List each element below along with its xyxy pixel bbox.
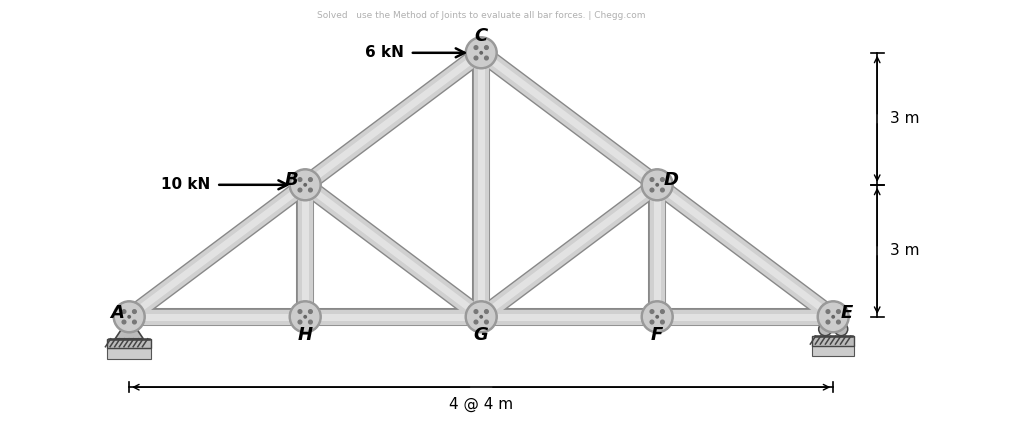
Circle shape bbox=[122, 320, 126, 324]
Circle shape bbox=[656, 315, 658, 318]
Circle shape bbox=[484, 310, 488, 313]
Bar bbox=[108, 339, 152, 348]
Circle shape bbox=[298, 310, 302, 313]
Circle shape bbox=[826, 310, 829, 313]
Text: A: A bbox=[110, 304, 124, 322]
Text: 10 kN: 10 kN bbox=[162, 177, 211, 192]
Circle shape bbox=[650, 310, 653, 313]
Text: B: B bbox=[285, 171, 298, 188]
Circle shape bbox=[474, 320, 478, 324]
Circle shape bbox=[468, 39, 495, 66]
Circle shape bbox=[132, 310, 136, 313]
Circle shape bbox=[660, 320, 665, 324]
Circle shape bbox=[656, 183, 658, 186]
Circle shape bbox=[468, 303, 495, 330]
Bar bbox=[812, 336, 854, 346]
Circle shape bbox=[831, 315, 835, 318]
Text: 3 m: 3 m bbox=[890, 111, 919, 126]
Circle shape bbox=[116, 303, 142, 330]
Circle shape bbox=[650, 188, 653, 192]
Circle shape bbox=[480, 315, 482, 318]
Circle shape bbox=[641, 301, 673, 333]
Circle shape bbox=[132, 320, 136, 324]
Text: 3 m: 3 m bbox=[890, 243, 919, 258]
Circle shape bbox=[298, 320, 302, 324]
Circle shape bbox=[128, 315, 130, 318]
Circle shape bbox=[474, 56, 478, 60]
Text: 6 kN: 6 kN bbox=[366, 45, 404, 60]
Text: D: D bbox=[664, 171, 679, 188]
Circle shape bbox=[837, 320, 841, 324]
Circle shape bbox=[480, 51, 482, 54]
Circle shape bbox=[308, 178, 312, 181]
Circle shape bbox=[292, 171, 318, 198]
Circle shape bbox=[308, 320, 312, 324]
Circle shape bbox=[826, 320, 829, 324]
Circle shape bbox=[641, 169, 673, 201]
Polygon shape bbox=[115, 318, 143, 339]
Text: H: H bbox=[298, 326, 312, 344]
Circle shape bbox=[304, 315, 306, 318]
Circle shape bbox=[484, 56, 488, 60]
Bar bbox=[108, 348, 152, 359]
Circle shape bbox=[650, 178, 653, 181]
Text: Solved   use the Method of Joints to evaluate all bar forces. | Chegg.com: Solved use the Method of Joints to evalu… bbox=[317, 11, 645, 20]
Circle shape bbox=[474, 310, 478, 313]
Circle shape bbox=[308, 188, 312, 192]
Circle shape bbox=[465, 301, 498, 333]
Circle shape bbox=[644, 303, 671, 330]
Circle shape bbox=[484, 46, 488, 49]
Circle shape bbox=[837, 310, 841, 313]
Circle shape bbox=[122, 310, 126, 313]
Circle shape bbox=[484, 320, 488, 324]
Circle shape bbox=[660, 188, 665, 192]
Circle shape bbox=[298, 178, 302, 181]
Circle shape bbox=[660, 178, 665, 181]
Circle shape bbox=[304, 183, 306, 186]
Circle shape bbox=[819, 303, 847, 330]
Circle shape bbox=[474, 46, 478, 49]
Circle shape bbox=[292, 303, 318, 330]
Circle shape bbox=[817, 301, 849, 333]
Text: G: G bbox=[474, 326, 488, 344]
Circle shape bbox=[644, 171, 671, 198]
Text: 4 @ 4 m: 4 @ 4 m bbox=[450, 397, 513, 412]
Circle shape bbox=[298, 188, 302, 192]
Circle shape bbox=[308, 310, 312, 313]
Circle shape bbox=[289, 301, 322, 333]
Circle shape bbox=[660, 310, 665, 313]
Text: C: C bbox=[474, 27, 487, 45]
Bar bbox=[812, 345, 854, 356]
Text: F: F bbox=[651, 326, 664, 344]
Circle shape bbox=[114, 301, 145, 333]
Circle shape bbox=[289, 169, 322, 201]
Circle shape bbox=[835, 323, 848, 336]
Circle shape bbox=[465, 37, 498, 69]
Circle shape bbox=[650, 320, 653, 324]
Text: E: E bbox=[841, 304, 853, 322]
Circle shape bbox=[818, 323, 831, 336]
